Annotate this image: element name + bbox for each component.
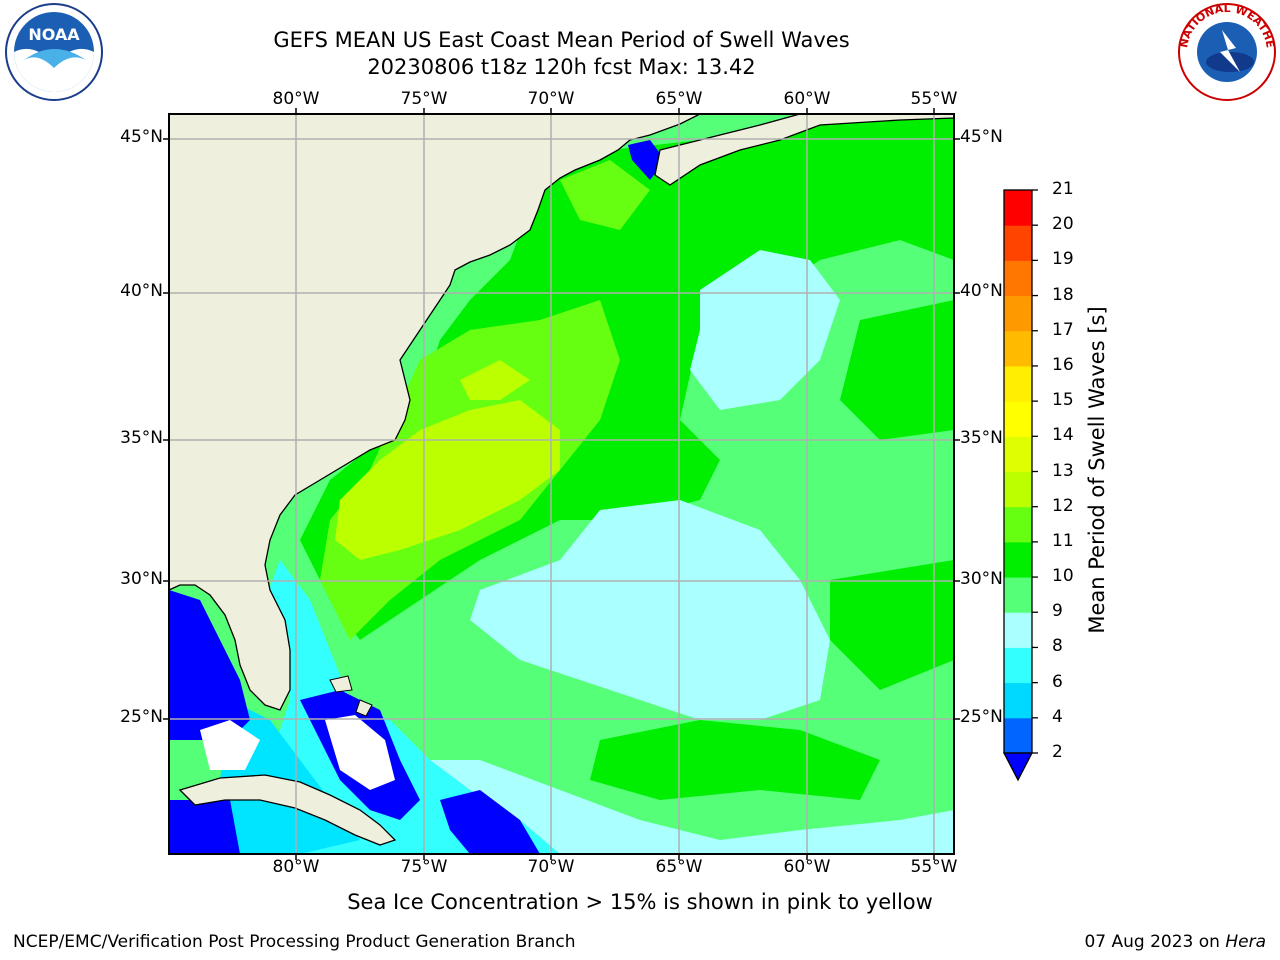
colorbar-tick-label: 14 xyxy=(1052,425,1074,446)
colorbar-segment xyxy=(1004,436,1032,472)
land-bahamas-1 xyxy=(329,675,353,693)
swell-band-10-11-se xyxy=(830,560,954,690)
noaa-logo-text: NOAA xyxy=(28,25,80,44)
colorbar-tick-label: 11 xyxy=(1052,530,1074,551)
colorbar-extend-arrow xyxy=(1002,752,1034,782)
sea-ice-note: Sea Ice Concentration > 15% is shown in … xyxy=(347,890,933,914)
colorbar-tick-label: 18 xyxy=(1052,284,1074,305)
colorbar-segment xyxy=(1004,647,1032,684)
colorbar-segment xyxy=(1004,577,1032,613)
colorbar-tick-label: 10 xyxy=(1052,566,1074,587)
lon-label-top-80w: 80°W xyxy=(272,89,320,109)
colorbar-segment xyxy=(1004,471,1032,508)
colorbar-tick-label: 4 xyxy=(1052,706,1063,727)
colorbar-tick-label: 21 xyxy=(1052,179,1074,199)
lon-label-top-70w: 70°W xyxy=(527,89,575,109)
lat-label-left-40n: 40°N xyxy=(120,281,163,301)
colorbar-segment xyxy=(1004,401,1032,437)
lat-label-left-45n: 45°N xyxy=(120,127,163,147)
lon-label-top-60w: 60°W xyxy=(783,89,831,109)
lat-label-right-45n: 45°N xyxy=(960,127,1003,147)
colorbar-segment xyxy=(1004,682,1032,719)
lon-label-bottom-75w: 75°W xyxy=(400,857,448,877)
colorbar-tick-label: 16 xyxy=(1052,354,1074,375)
land-bahamas-2 xyxy=(355,699,373,717)
swell-band-10-11-east xyxy=(840,300,954,440)
colorbar-segment xyxy=(1004,295,1032,332)
land-cuba xyxy=(178,774,397,846)
lat-label-left-25n: 25°N xyxy=(120,707,163,727)
date-text: 07 Aug 2023 on xyxy=(1084,932,1220,952)
shallow-bahamas-south xyxy=(440,790,540,854)
colorbar-segment xyxy=(1004,225,1032,261)
colorbar-tick-label: 15 xyxy=(1052,390,1074,411)
colorbar-tick-label: 12 xyxy=(1052,495,1074,516)
lon-label-bottom-80w: 80°W xyxy=(272,857,320,877)
chart-title: GEFS MEAN US East Coast Mean Period of S… xyxy=(273,28,850,52)
colorbar-tick-label: 9 xyxy=(1052,601,1063,622)
nws-logo: NATIONAL WEATHER SERVICE xyxy=(1174,2,1277,101)
lon-label-bottom-70w: 70°W xyxy=(527,857,575,877)
shallow-caribbean xyxy=(169,800,240,854)
colorbar-segment xyxy=(1004,612,1032,648)
shallow-gulf xyxy=(169,590,250,740)
credit-text: NCEP/EMC/Verification Post Processing Pr… xyxy=(13,932,576,952)
lat-label-left-35n: 35°N xyxy=(120,428,163,448)
no-data-1 xyxy=(200,720,260,770)
lat-label-right-25n: 25°N xyxy=(960,707,1003,727)
colorbar-segment xyxy=(1004,330,1032,367)
colorbar-segment xyxy=(1004,190,1032,226)
lon-label-top-65w: 65°W xyxy=(655,89,703,109)
colorbar-tick-label: 19 xyxy=(1052,249,1074,270)
lat-label-left-30n: 30°N xyxy=(120,569,163,589)
colorbar-label: Mean Period of Swell Waves [s] xyxy=(1085,306,1109,634)
map-field xyxy=(169,114,954,854)
date-stamp: 07 Aug 2023 on Hera xyxy=(1084,932,1266,952)
lat-label-right-40n: 40°N xyxy=(960,281,1003,301)
swell-band-11-12-north xyxy=(560,160,650,230)
colorbar-tick-label: 6 xyxy=(1052,671,1063,692)
colorbar-tick-label: 13 xyxy=(1052,460,1074,481)
lat-label-right-30n: 30°N xyxy=(960,569,1003,589)
chart-subtitle: 20230806 t18z 120h fcst Max: 13.42 xyxy=(367,55,756,79)
graticule xyxy=(169,114,954,854)
colorbar-tick-label: 2 xyxy=(1052,742,1063,762)
lon-label-bottom-60w: 60°W xyxy=(783,857,831,877)
colorbar xyxy=(1002,189,1038,782)
colorbar-segment xyxy=(1004,365,1032,402)
swell-band-8-9-central xyxy=(470,500,830,720)
swell-band-12-13-b xyxy=(460,360,530,400)
colorbar-tick-label: 17 xyxy=(1052,319,1074,340)
lon-label-top-55w: 55°W xyxy=(910,89,958,109)
colorbar-segment xyxy=(1004,260,1032,297)
no-data-2 xyxy=(325,715,395,790)
noaa-logo: NOAA xyxy=(5,3,103,101)
lon-label-bottom-65w: 65°W xyxy=(655,857,703,877)
colorbar-tick-label: 20 xyxy=(1052,214,1074,235)
colorbar-segment xyxy=(1004,717,1032,754)
colorbar-tick-label: 8 xyxy=(1052,636,1063,657)
land-north-america xyxy=(169,114,701,711)
colorbar-segment xyxy=(1004,541,1032,578)
machine-name: Hera xyxy=(1225,932,1266,952)
lon-label-bottom-55w: 55°W xyxy=(910,857,958,877)
lon-label-top-75w: 75°W xyxy=(400,89,448,109)
map-border xyxy=(168,113,955,855)
land-nova-scotia xyxy=(654,114,954,186)
swell-band-8-9-north xyxy=(690,250,840,410)
lat-label-right-35n: 35°N xyxy=(960,428,1003,448)
colorbar-segment xyxy=(1004,506,1032,543)
